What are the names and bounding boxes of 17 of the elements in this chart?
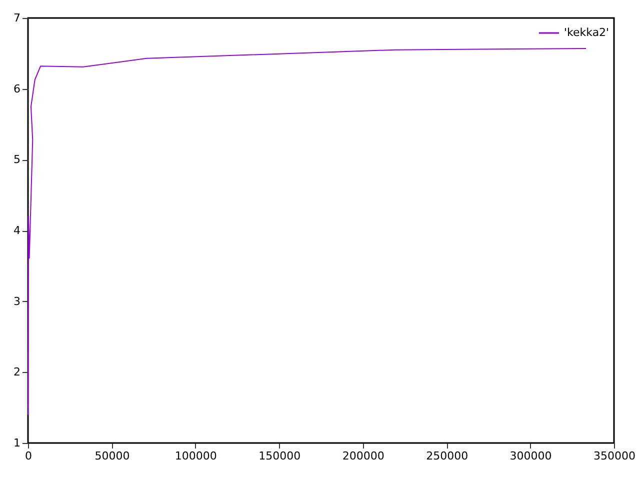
x-tick-label: 350000 <box>594 450 636 462</box>
legend-label: 'kekka2' <box>564 26 610 39</box>
x-tick-label: 50000 <box>94 450 130 462</box>
x-tick-label: 200000 <box>342 450 384 462</box>
y-tick-label: 2 <box>14 366 20 379</box>
x-tick-label: 250000 <box>426 450 468 462</box>
y-tick-label: 3 <box>14 294 20 308</box>
line-series <box>28 48 587 416</box>
x-tick-label: 0 <box>25 450 32 462</box>
y-tick-label: 6 <box>14 82 20 96</box>
y-tick-label: 5 <box>14 153 20 166</box>
y-tick-label: 7 <box>14 12 20 24</box>
y-tick-label: 1 <box>14 436 20 450</box>
y-tick-label: 4 <box>14 224 20 237</box>
x-tick-label: 300000 <box>510 450 552 462</box>
x-tick-label: 150000 <box>258 450 301 462</box>
x-tick-label: 100000 <box>174 450 217 462</box>
